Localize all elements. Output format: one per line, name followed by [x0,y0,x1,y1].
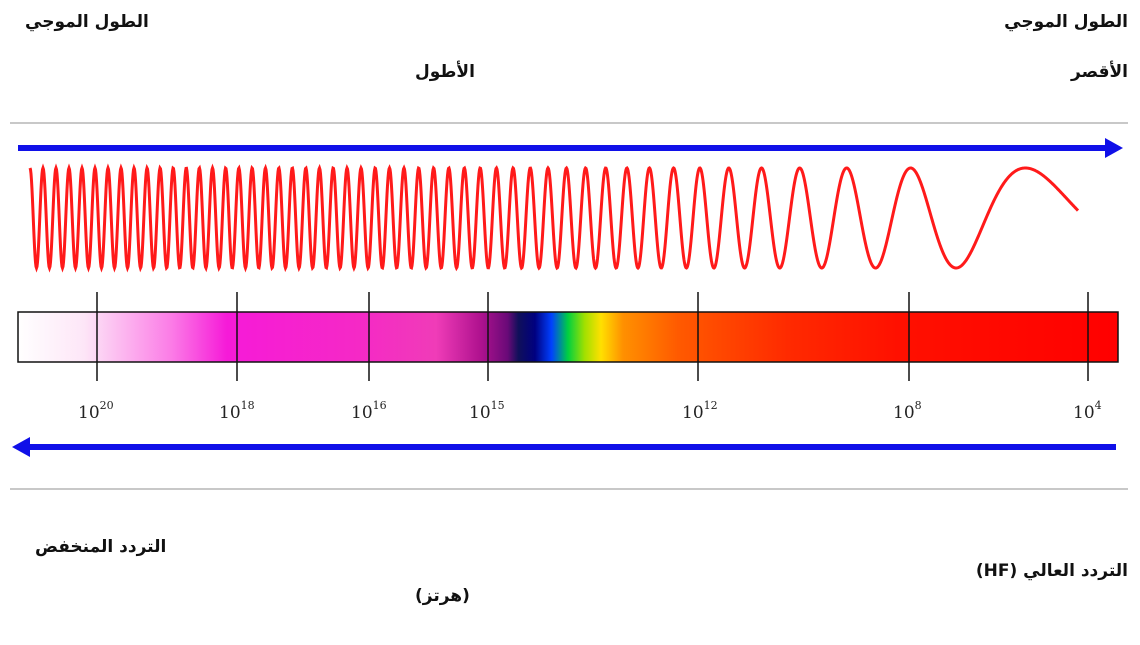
hertz-unit-label: (هرتز) [415,586,470,606]
longest-label: الأطول [415,62,475,82]
top-arrow-head [1105,138,1123,158]
bottom-divider [10,488,1128,490]
tick-label-1e20: 1020 [78,399,114,423]
wavelength-label-right: الطول الموجي [1004,12,1128,32]
tick-label-1e4: 104 [1073,399,1102,423]
low-frequency-label: التردد المنخفض [35,537,167,557]
wavelength-label-left: الطول الموجي [25,12,149,32]
tick-label-1e18: 1018 [219,399,255,423]
spectrum-bar [17,311,1119,363]
tick-label-1e8: 108 [893,399,922,423]
bottom-arrow-head [12,437,30,457]
tick-label-1e16: 1016 [351,399,387,423]
top-divider [10,122,1128,124]
wave-curve [28,163,1080,273]
tick-label-1e12: 1012 [682,399,718,423]
spectrum-diagram: 1020 1018 1016 1015 1012 108 104 [12,138,1123,457]
tick-label-1e15: 1015 [469,399,505,423]
shortest-label: الأقصر [1071,62,1128,82]
high-frequency-label: التردد العالي (HF) [975,561,1128,581]
